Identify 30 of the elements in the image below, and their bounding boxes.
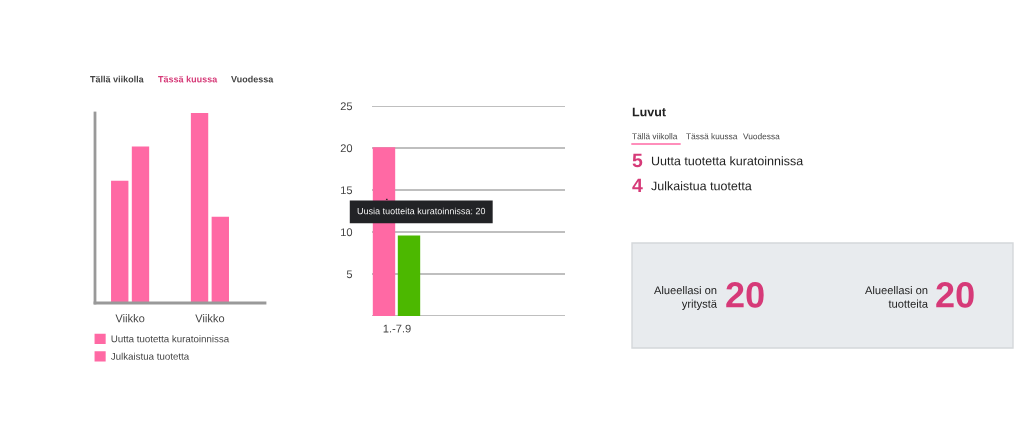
y-tick-label: 15 — [341, 186, 353, 195]
y-tick-label: 10 — [341, 228, 353, 237]
text: 20 — [936, 282, 974, 308]
bar — [211, 216, 229, 303]
x-tick-label: 1.-7.9 — [383, 324, 411, 333]
text: Vuodessa — [743, 133, 780, 140]
bar — [111, 180, 129, 303]
text: Luvut — [632, 107, 666, 117]
y-tick-label: 5 — [346, 270, 353, 279]
text: 4 — [632, 178, 643, 193]
y-tick-label: 20 — [340, 144, 353, 153]
bar — [190, 113, 209, 303]
annotation: Uusia tuotteita kuratoinnissa: 20 — [357, 207, 486, 215]
legend-label: Julkaistua tuotetta — [110, 352, 190, 360]
text: Julkaistua tuotetta — [651, 181, 752, 191]
text: Uutta tuotetta kuratoinnissa — [651, 156, 804, 166]
text: Tällä viikolla — [632, 133, 678, 140]
text: Alueellasi on tuotteita — [865, 286, 928, 308]
text: Tällä viikolla — [90, 75, 144, 83]
text: Alueellasi on yritystä — [654, 286, 717, 310]
text: 20 — [726, 282, 764, 308]
legend-label: Uutta tuotetta kuratoinnissa — [111, 335, 230, 343]
text: Tässä kuussa — [158, 75, 218, 83]
x-tick-label: Viikko — [115, 314, 145, 323]
text: Vuodessa — [231, 75, 274, 83]
x-tick-label: Viikko — [195, 314, 225, 323]
text: 5 — [632, 153, 643, 168]
bar — [131, 146, 150, 303]
y-tick-label: 25 — [340, 102, 353, 111]
text: Tässä kuussa — [686, 133, 738, 140]
